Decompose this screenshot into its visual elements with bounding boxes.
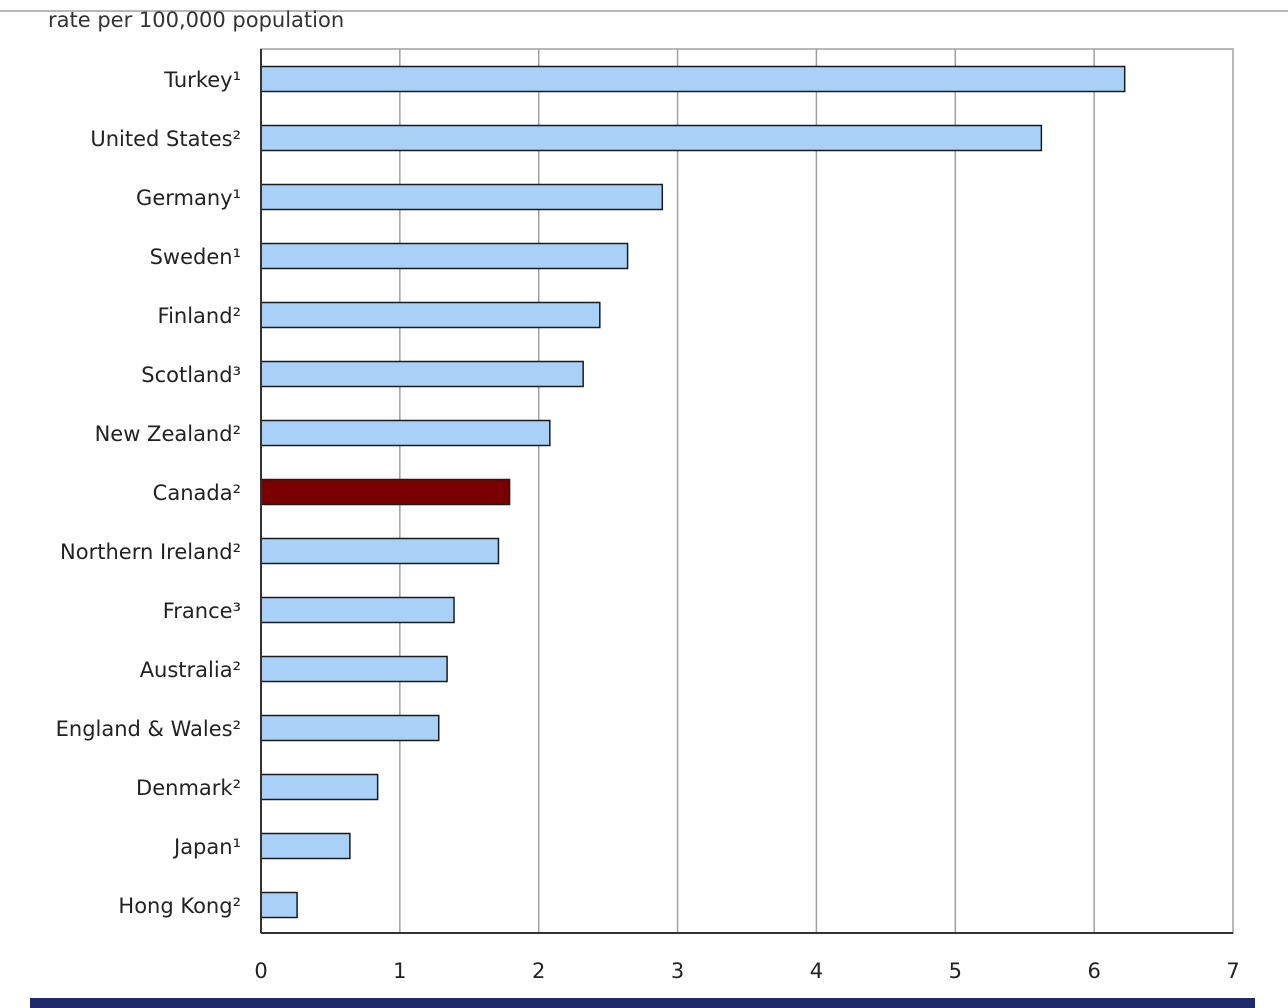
category-label: Japan¹ [172, 835, 241, 859]
bar [260, 714, 440, 742]
axes [260, 49, 1233, 934]
x-tick-label: 2 [532, 959, 545, 983]
category-label: Germany¹ [136, 186, 241, 210]
x-tick-label: 4 [810, 959, 823, 983]
x-tick-label: 0 [254, 959, 267, 983]
bar [260, 183, 664, 211]
category-label: Turkey¹ [163, 68, 241, 92]
bar [260, 832, 351, 860]
top-rule [0, 10, 1288, 12]
bars [260, 65, 1126, 919]
bar [260, 124, 1043, 152]
x-tick-label: 3 [671, 959, 684, 983]
bar [260, 419, 551, 447]
bar [260, 891, 298, 919]
unit-label: rate per 100,000 population [48, 8, 345, 32]
category-label: Finland² [158, 304, 241, 328]
category-label: United States² [90, 127, 241, 151]
category-label: Canada² [153, 481, 241, 505]
category-labels: Turkey¹ United States² Germany¹ Sweden¹ Finl… [56, 68, 241, 918]
bar [260, 242, 629, 270]
bar [260, 360, 584, 388]
category-label: Northern Ireland² [60, 540, 241, 564]
bar [260, 655, 448, 683]
category-label: England & Wales² [56, 717, 241, 741]
x-tick-label: 6 [1087, 959, 1100, 983]
x-tick-label: 5 [949, 959, 962, 983]
category-label: France³ [163, 599, 241, 623]
category-label: Denmark² [136, 776, 241, 800]
bar [260, 537, 500, 565]
bar [260, 773, 379, 801]
category-label: Scotland³ [141, 363, 241, 387]
bottom-band [30, 998, 1255, 1008]
x-tick-label: 7 [1226, 959, 1239, 983]
category-label: New Zealand² [95, 422, 241, 446]
x-tick-label: 1 [393, 959, 406, 983]
bar-highlighted [260, 478, 511, 506]
bar [260, 596, 455, 624]
category-label: Sweden¹ [150, 245, 241, 269]
category-label: Australia² [140, 658, 241, 682]
bar [260, 301, 601, 329]
bar [260, 65, 1126, 93]
category-label: Hong Kong² [118, 894, 241, 918]
x-tick-labels: 0 1 2 3 4 5 6 7 [254, 959, 1239, 983]
